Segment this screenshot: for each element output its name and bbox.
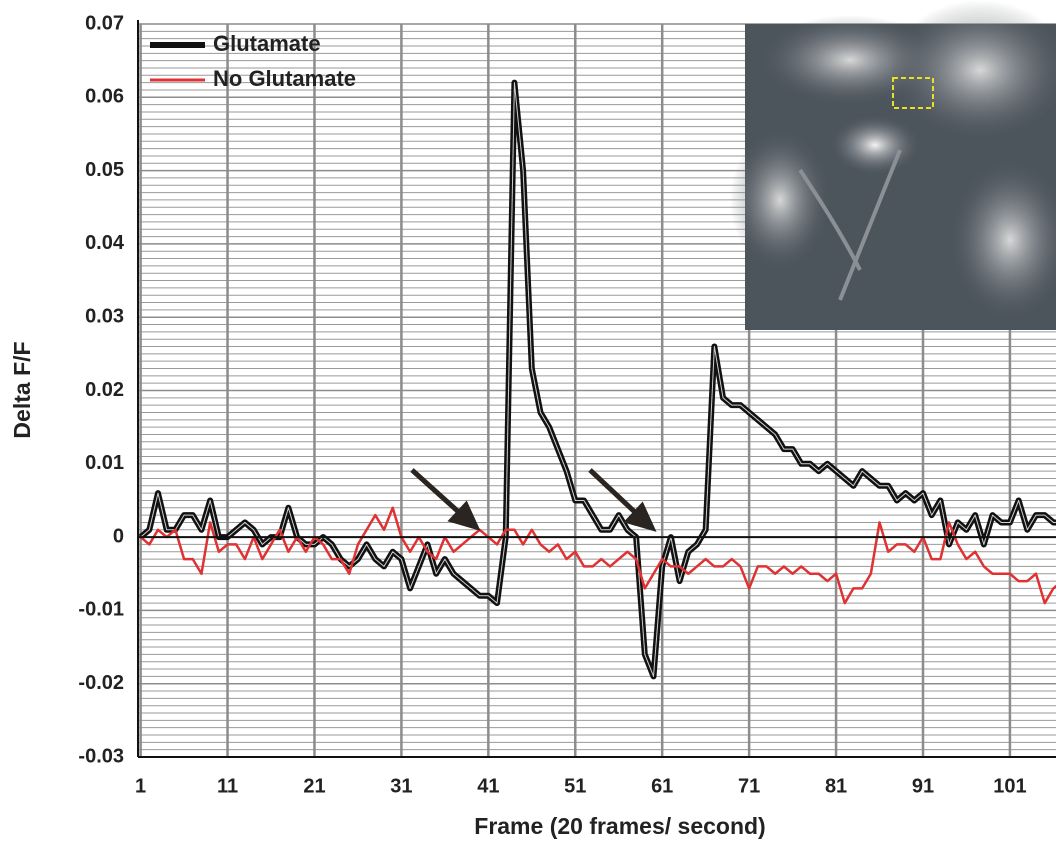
x-axis-title: Frame (20 frames/ second) (474, 813, 765, 839)
y-tick-label: -0.01 (78, 599, 124, 621)
x-tick-label: 31 (390, 775, 412, 797)
y-tick-label: 0.04 (85, 232, 125, 254)
annotation-arrows (410, 468, 657, 532)
x-tick-label: 71 (738, 775, 760, 797)
y-tick-label: 0.06 (85, 86, 124, 108)
y-tick-label: 0.01 (85, 452, 124, 474)
series-line-highlight (140, 82, 1056, 677)
y-axis-title: Delta F/F (9, 341, 35, 438)
y-tick-label: 0.05 (85, 159, 124, 181)
x-tick-label: 11 (217, 775, 238, 797)
x-tick-label: 1 (135, 775, 146, 797)
x-tick-label: 61 (651, 775, 673, 797)
inset-image (730, 0, 1056, 330)
y-tick-label: -0.02 (78, 672, 124, 694)
x-tick-label: 51 (564, 775, 586, 797)
y-tick-label: 0 (113, 525, 124, 547)
y-tick-label: -0.03 (78, 745, 124, 767)
x-tick-label: 41 (477, 775, 499, 797)
y-tick-label: 0.03 (85, 305, 124, 327)
legend-label: Glutamate (213, 31, 321, 56)
x-tick-label: 101 (993, 775, 1026, 797)
legend-label: No Glutamate (213, 66, 356, 91)
x-tick-label: 81 (825, 775, 847, 797)
series-line (139, 506, 1056, 605)
legend: Glutamate No Glutamate (150, 31, 356, 91)
y-tick-label: 0.02 (85, 379, 124, 401)
x-tick-label: 21 (303, 775, 325, 797)
y-tick-label: 0.07 (85, 12, 124, 34)
x-tick-label: 91 (912, 775, 934, 797)
